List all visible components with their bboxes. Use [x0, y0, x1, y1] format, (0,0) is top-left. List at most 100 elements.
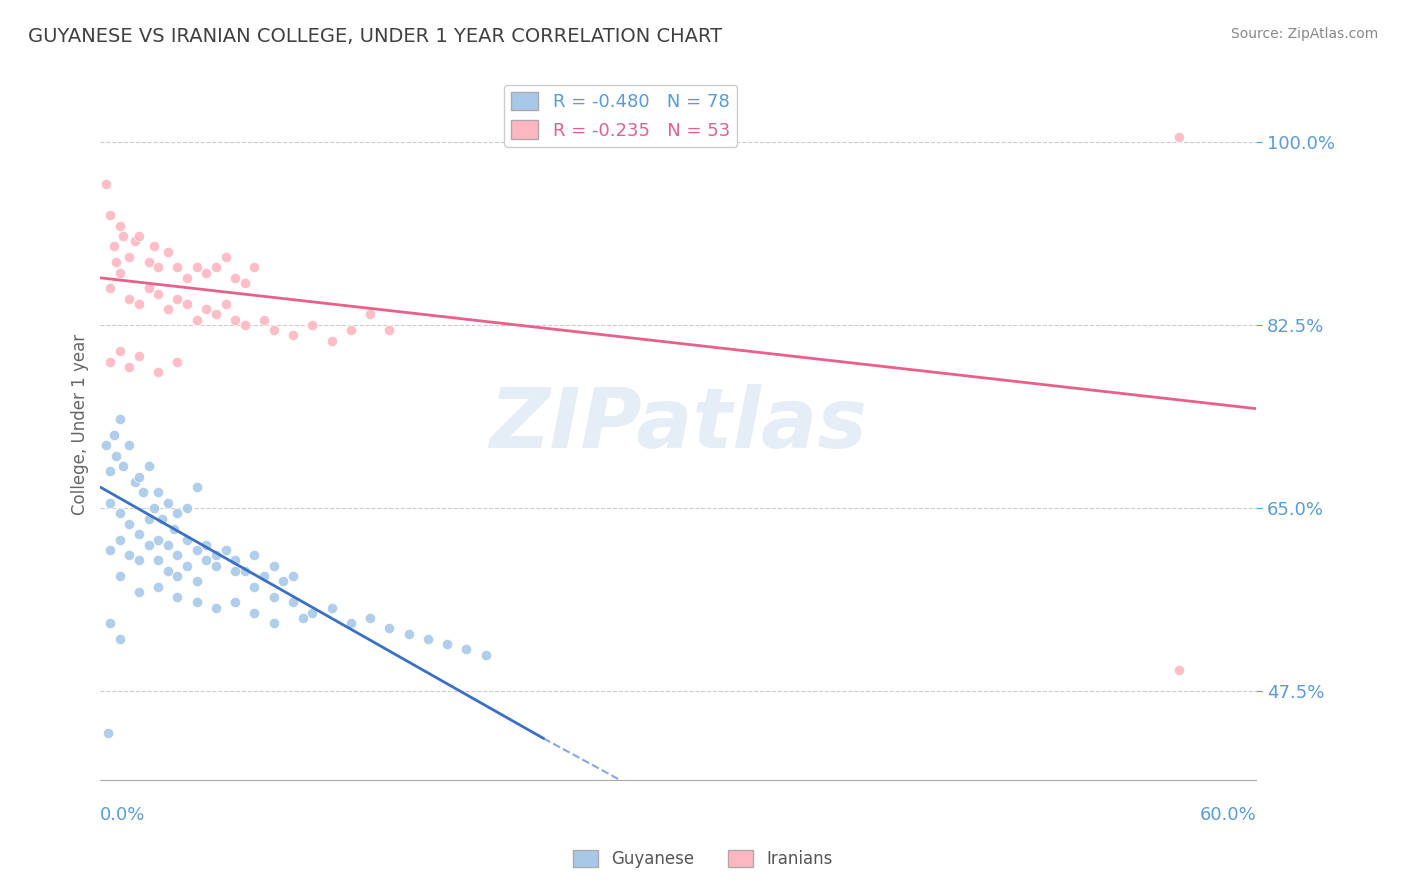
- Point: [186, 574, 208, 589]
- Point: [128, 553, 150, 567]
- Point: [104, 449, 127, 463]
- Point: [94, 438, 117, 452]
- Point: [97, 726, 120, 740]
- Point: [108, 569, 131, 583]
- Point: [186, 543, 208, 558]
- Point: [205, 308, 228, 322]
- Point: [243, 606, 266, 620]
- Point: [103, 239, 125, 253]
- Point: [156, 496, 179, 510]
- Point: [1168, 129, 1191, 144]
- Point: [98, 208, 121, 222]
- Text: ZIPatlas: ZIPatlas: [489, 384, 868, 465]
- Point: [436, 637, 458, 651]
- Point: [128, 469, 150, 483]
- Point: [118, 548, 141, 562]
- Point: [205, 558, 228, 573]
- Point: [456, 642, 478, 657]
- Point: [128, 297, 150, 311]
- Point: [205, 548, 228, 562]
- Point: [176, 533, 198, 547]
- Point: [150, 511, 173, 525]
- Point: [186, 260, 208, 275]
- Point: [118, 438, 141, 452]
- Point: [138, 459, 160, 474]
- Point: [416, 632, 439, 646]
- Point: [98, 543, 121, 558]
- Point: [108, 266, 131, 280]
- Point: [253, 312, 276, 326]
- Point: [205, 600, 228, 615]
- Point: [138, 255, 160, 269]
- Point: [233, 564, 256, 578]
- Point: [146, 260, 169, 275]
- Point: [176, 297, 198, 311]
- Point: [176, 501, 198, 516]
- Point: [98, 496, 121, 510]
- Point: [301, 606, 323, 620]
- Point: [146, 485, 169, 500]
- Point: [166, 548, 188, 562]
- Point: [108, 632, 131, 646]
- Point: [301, 318, 323, 332]
- Point: [281, 569, 304, 583]
- Point: [243, 580, 266, 594]
- Point: [146, 580, 169, 594]
- Point: [138, 538, 160, 552]
- Point: [398, 626, 420, 640]
- Point: [281, 595, 304, 609]
- Point: [243, 260, 266, 275]
- Point: [233, 276, 256, 290]
- Point: [118, 516, 141, 531]
- Point: [195, 266, 218, 280]
- Point: [166, 590, 188, 604]
- Point: [98, 465, 121, 479]
- Point: [176, 270, 198, 285]
- Point: [214, 250, 236, 264]
- Point: [108, 506, 131, 520]
- Point: [156, 538, 179, 552]
- Point: [112, 459, 135, 474]
- Point: [128, 527, 150, 541]
- Point: [224, 595, 246, 609]
- Point: [233, 318, 256, 332]
- Point: [146, 553, 169, 567]
- Point: [156, 302, 179, 317]
- Point: [263, 323, 285, 337]
- Point: [214, 297, 236, 311]
- Point: [321, 334, 343, 348]
- Point: [156, 244, 179, 259]
- Point: [118, 250, 141, 264]
- Point: [224, 312, 246, 326]
- Point: [340, 616, 363, 631]
- Point: [340, 323, 363, 337]
- Point: [1168, 663, 1191, 677]
- Point: [146, 286, 169, 301]
- Point: [359, 308, 381, 322]
- Point: [195, 538, 218, 552]
- Point: [128, 584, 150, 599]
- Point: [98, 281, 121, 295]
- Point: [281, 328, 304, 343]
- Point: [108, 533, 131, 547]
- Point: [205, 260, 228, 275]
- Point: [186, 312, 208, 326]
- Point: [474, 648, 496, 662]
- Point: [138, 511, 160, 525]
- Point: [146, 365, 169, 379]
- Point: [214, 543, 236, 558]
- Point: [118, 292, 141, 306]
- Point: [156, 564, 179, 578]
- Point: [166, 354, 188, 368]
- Text: Source: ZipAtlas.com: Source: ZipAtlas.com: [1230, 27, 1378, 41]
- Point: [243, 548, 266, 562]
- Point: [112, 229, 135, 244]
- Point: [176, 558, 198, 573]
- Point: [132, 485, 155, 500]
- Y-axis label: College, Under 1 year: College, Under 1 year: [72, 334, 89, 515]
- Point: [146, 533, 169, 547]
- Legend: Guyanese, Iranians: Guyanese, Iranians: [567, 843, 839, 875]
- Point: [378, 622, 401, 636]
- Point: [103, 427, 125, 442]
- Point: [98, 616, 121, 631]
